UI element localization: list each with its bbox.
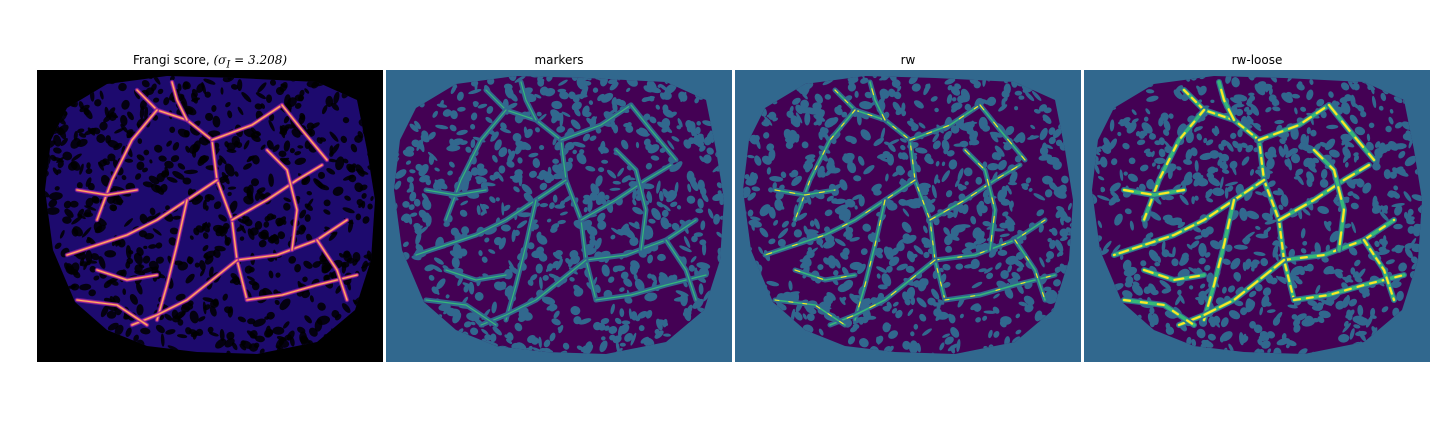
rw-loose-image bbox=[1084, 70, 1430, 362]
rw-image bbox=[735, 70, 1081, 362]
panel-title-rw: rw bbox=[900, 53, 916, 67]
vessel-network bbox=[413, 79, 709, 328]
vessel-network bbox=[64, 79, 360, 328]
panel-title-rw-loose: rw-loose bbox=[1231, 53, 1283, 67]
vessel-network bbox=[1111, 79, 1407, 328]
panel-title-frangi: Frangi score, (σI = 3.208) bbox=[132, 53, 288, 71]
frangi-score-image bbox=[37, 70, 383, 362]
markers-image bbox=[386, 70, 732, 362]
vessel-network bbox=[762, 79, 1058, 328]
panel-title-markers: markers bbox=[534, 53, 584, 67]
